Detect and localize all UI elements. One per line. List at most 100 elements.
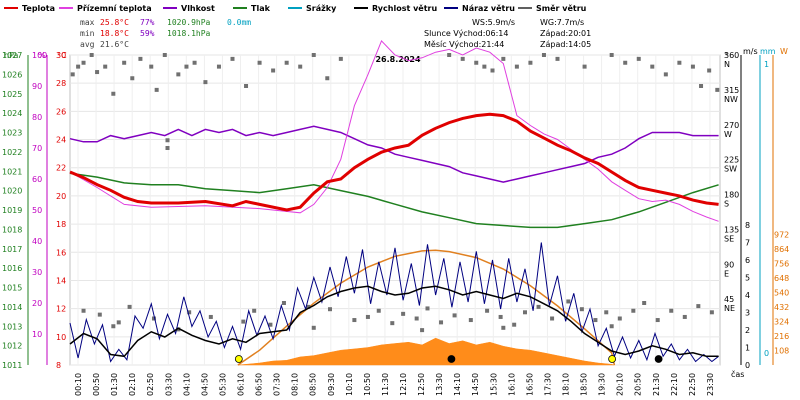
x-tick-label: 18:50 [580, 373, 589, 396]
series-wind-dir-point [257, 60, 262, 65]
axis-dir-tick: 180 [724, 191, 739, 200]
series-wind-dir-point [631, 308, 636, 313]
stat-max-press: 1020.9hPa [167, 18, 211, 27]
axis-dir-tick: 225 [724, 156, 739, 165]
axis-temp-tick: 26 [56, 107, 66, 116]
series-wind-dir-point [184, 64, 189, 69]
info-moon-rise: Měsíc Východ:21:44 [424, 40, 504, 49]
axis-dir-tick: NW [724, 95, 738, 104]
axis-dir-tick: E [724, 269, 729, 278]
axis-wm2-tick: 432 [774, 303, 789, 312]
axis-ms-tick: 1 [745, 344, 750, 353]
series-wind-dir-point [111, 324, 116, 329]
axis-wm2-tick: 648 [774, 274, 789, 283]
x-tick-label: 15:30 [489, 373, 498, 396]
x-tick-label: 02:50 [146, 373, 155, 396]
axis-wm2-unit: W [780, 47, 788, 56]
axis-hpa-tick: 1015 [2, 284, 22, 293]
series-wind-dir-point [617, 316, 622, 321]
series-wind-dir-point [187, 310, 192, 315]
x-tick-label: 01:30 [110, 373, 119, 396]
x-tick-label: 22:50 [688, 373, 697, 396]
legend-label-pocitova: Přízemní teplota [77, 4, 152, 13]
series-wind-dir-point [76, 64, 81, 69]
series-wind-dir-point [165, 138, 170, 143]
axis-wm2-tick: 864 [774, 245, 789, 254]
x-tick-label: 16:50 [525, 373, 534, 396]
stat-min-hum: 59% [140, 29, 155, 38]
series-wind-dir-point [230, 56, 235, 61]
series-wind-dir-point [636, 56, 641, 61]
series-wind-dir-point [127, 304, 132, 309]
axis-pct-tick: 30 [32, 268, 42, 277]
stat-max-rain: 0.0mm [227, 18, 251, 27]
series-wind-dir-point [271, 68, 276, 73]
info-sun-set: Západ:20:01 [540, 29, 591, 38]
x-tick-label: 23:30 [706, 373, 715, 396]
series-wind-dir-point [151, 316, 156, 321]
axis-hpa-tick: 1022 [2, 148, 22, 157]
axis-hpa-tick: 1023 [2, 129, 22, 138]
x-tick-label: 04:10 [182, 373, 191, 396]
series-wind-dir-point [95, 70, 100, 75]
axis-ms-tick: 0 [745, 361, 750, 370]
x-tick-label: 18:10 [562, 373, 571, 396]
legend-label-smer: Směr větru [536, 3, 587, 13]
axis-wm2-tick: 540 [774, 289, 789, 298]
legend: Teplota Přízemní teplota Vlhkost Tlak Srážky… [4, 3, 587, 13]
series-wind-dir-point [541, 53, 546, 57]
series-humidity [69, 125, 719, 183]
stat-min-press: 1018.1hPa [167, 29, 211, 38]
series-wind-dir-point [311, 325, 316, 330]
x-tick-label: 20:50 [634, 373, 643, 396]
legend-label-srazky: Srážky [306, 4, 337, 13]
axis-hpa-tick: 1012 [2, 342, 22, 351]
axis-hpa-tick: 1013 [2, 322, 22, 331]
x-tick-label: 06:10 [237, 373, 246, 396]
series-solar-area [237, 337, 615, 366]
series-wind-dir-point [338, 56, 343, 61]
series-wind-dir-point [281, 301, 286, 305]
legend-label-tlak: Tlak [251, 4, 271, 13]
axis-pct-tick: 10 [32, 330, 42, 339]
x-tick-label: 02:10 [128, 373, 137, 396]
axis-ms-unit: m/s [743, 47, 758, 56]
series-wind-dir-point [566, 299, 571, 304]
axis-ms-tick: 5 [745, 274, 750, 283]
axis-pct-tick: 80 [32, 113, 42, 122]
axis-temp-tick: 22 [56, 164, 66, 173]
series-wind-dir-point [122, 60, 127, 65]
axis-temp-tick: 10 [56, 333, 66, 342]
series-wind-dir-point [401, 311, 406, 316]
axis-dir-tick: W [724, 130, 732, 139]
info-ws: WS:5.9m/s [472, 18, 515, 27]
axis-dir-tick: SE [724, 234, 734, 243]
series-wind-dir-point [579, 307, 584, 312]
series-wind-dir-point [138, 56, 143, 61]
series-wind-dir-point [208, 314, 213, 319]
x-tick-label: 17:30 [543, 373, 552, 396]
time-axis-label: čas [731, 369, 744, 379]
series-wind-dir-point [709, 310, 714, 315]
series-wind-dir-point [490, 68, 495, 73]
x-tick-label: 10:50 [363, 373, 372, 396]
series-wind-dir-point [696, 304, 701, 309]
series-wind-dir-point [690, 64, 695, 69]
legend-label-vlhkost: Vlhkost [181, 4, 215, 13]
series-temperature [69, 112, 719, 212]
x-tick-label: 14:10 [453, 373, 462, 396]
series-wind-dir-point [582, 64, 587, 69]
series-wind-dir-point [501, 56, 506, 61]
series-wind-dir-point [593, 318, 598, 323]
series-wind-dir-point [81, 60, 86, 65]
axis-temp-tick: 16 [56, 248, 66, 257]
x-tick-label: 03:30 [164, 373, 173, 396]
series-wind-dir-point [70, 72, 75, 77]
series-wind-dir-point [390, 321, 395, 326]
series-wind-dir-point [268, 322, 273, 327]
series-wind-dir-point [447, 53, 452, 57]
axis-mm-tick: 0 [764, 349, 769, 358]
axis-pct-tick: 50 [32, 206, 42, 215]
x-tick-label: 16:10 [507, 373, 516, 396]
